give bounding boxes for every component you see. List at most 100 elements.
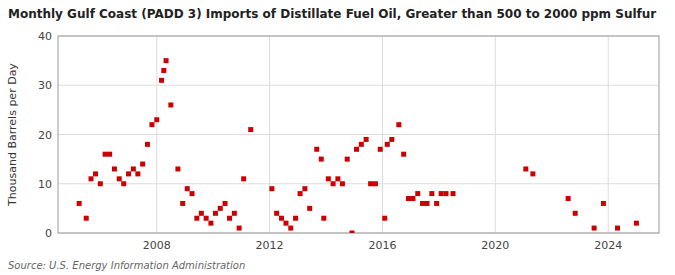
point: [364, 137, 369, 142]
point: [573, 211, 578, 216]
point: [237, 226, 242, 231]
point: [340, 181, 345, 186]
point: [283, 221, 288, 226]
point: [359, 142, 364, 147]
point: [368, 181, 373, 186]
point: [385, 142, 390, 147]
y-tick-label: 0: [45, 227, 52, 240]
point: [218, 206, 223, 211]
point: [321, 216, 326, 221]
point: [389, 137, 394, 142]
point: [429, 191, 434, 196]
point: [382, 216, 387, 221]
point: [168, 102, 173, 107]
point: [269, 186, 274, 191]
point: [420, 201, 425, 206]
point: [175, 166, 180, 171]
point: [180, 201, 185, 206]
grid-line-x: [608, 36, 609, 233]
point: [89, 176, 94, 181]
point: [396, 122, 401, 127]
point: [439, 191, 444, 196]
point: [335, 176, 340, 181]
x-tick-label: 2024: [594, 239, 622, 252]
point: [98, 181, 103, 186]
point: [523, 166, 528, 171]
point: [154, 117, 159, 122]
point: [164, 58, 169, 63]
point: [319, 157, 324, 162]
point: [373, 181, 378, 186]
point: [241, 176, 246, 181]
point: [615, 226, 620, 231]
point: [131, 166, 136, 171]
point: [77, 201, 82, 206]
point: [274, 211, 279, 216]
grid-line-y: [58, 134, 659, 135]
point: [185, 186, 190, 191]
point: [112, 166, 117, 171]
point: [213, 211, 218, 216]
point: [566, 196, 571, 201]
point: [307, 206, 312, 211]
point: [194, 216, 199, 221]
points: [77, 58, 639, 233]
plot-frame: [58, 36, 659, 233]
point: [204, 216, 209, 221]
point: [406, 196, 411, 201]
point: [227, 216, 232, 221]
point: [135, 171, 140, 176]
grid-line-y: [58, 85, 659, 86]
x-tick-label: 2016: [368, 239, 396, 252]
point: [592, 226, 597, 231]
point: [326, 176, 331, 181]
point: [331, 181, 336, 186]
point: [314, 147, 319, 152]
point: [103, 152, 108, 157]
point: [84, 216, 89, 221]
point: [378, 147, 383, 152]
point: [288, 226, 293, 231]
point: [601, 201, 606, 206]
point: [302, 186, 307, 191]
title: Monthly Gulf Coast (PADD 3) Imports of D…: [8, 7, 656, 21]
y-tick-label: 30: [38, 79, 52, 92]
grid-line-y: [58, 183, 659, 184]
grid-line-x: [495, 36, 496, 233]
point: [107, 152, 112, 157]
point: [451, 191, 456, 196]
point: [293, 216, 298, 221]
y-tick-label: 20: [38, 129, 52, 142]
point: [159, 78, 164, 83]
point: [145, 142, 150, 147]
point: [121, 181, 126, 186]
point: [434, 201, 439, 206]
point: [415, 191, 420, 196]
grid: [58, 36, 659, 233]
point: [117, 176, 122, 181]
source: Source: U.S. Energy Information Administ…: [8, 260, 245, 271]
y-tick-label: 10: [38, 178, 52, 191]
point: [298, 191, 303, 196]
grid-line-x: [156, 36, 157, 233]
point: [354, 147, 359, 152]
point: [401, 152, 406, 157]
y-tick-label: 40: [38, 30, 52, 43]
point: [140, 162, 145, 167]
point: [410, 196, 415, 201]
point: [126, 171, 131, 176]
point: [190, 191, 195, 196]
point: [279, 216, 284, 221]
grid-line-x: [269, 36, 270, 233]
point: [93, 171, 98, 176]
axes: 01020304020082012201620202024: [38, 30, 622, 252]
grid-line-x: [382, 36, 383, 233]
x-tick-label: 2008: [143, 239, 171, 252]
point: [232, 211, 237, 216]
chart: Monthly Gulf Coast (PADD 3) Imports of D…: [0, 0, 675, 275]
point: [208, 221, 213, 226]
y-axis-label: Thousand Barrels per Day: [6, 63, 19, 207]
x-tick-label: 2012: [256, 239, 284, 252]
point: [634, 221, 639, 226]
point: [425, 201, 430, 206]
